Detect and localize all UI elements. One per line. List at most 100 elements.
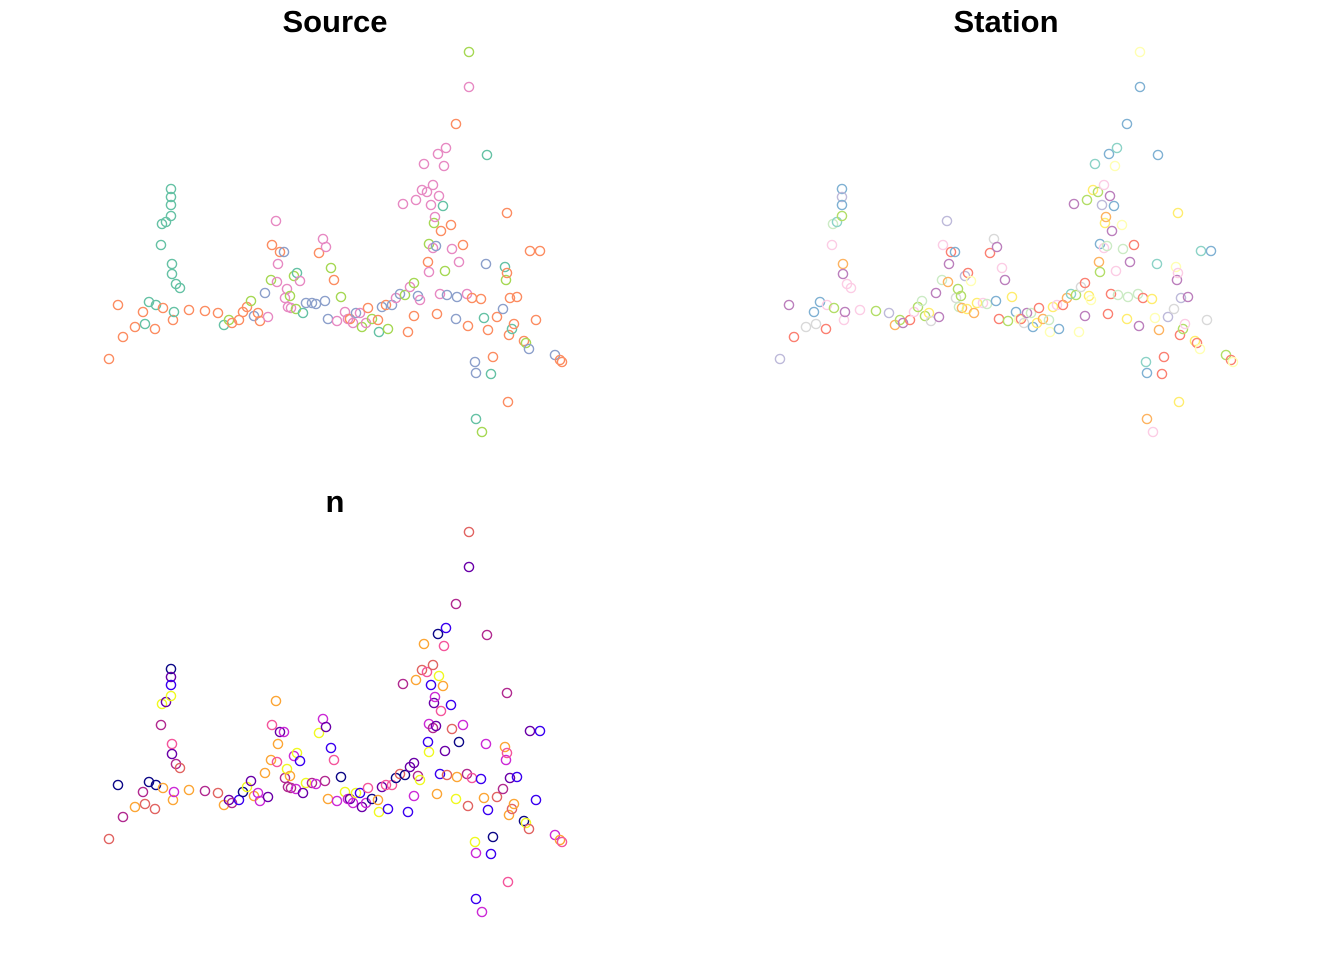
point-source [408,310,420,322]
point-station [836,199,848,211]
point-n [418,638,430,650]
point-n [297,787,309,799]
point-source [523,343,535,355]
point-station [1134,81,1146,93]
point-n [487,831,499,843]
point-station [1106,225,1118,237]
point-n [112,779,124,791]
point-station [1227,356,1239,368]
point-n [506,803,518,815]
point-source [437,200,449,212]
point-source [281,283,293,295]
point-n [322,793,334,805]
point-n [470,847,482,859]
point-station [1177,323,1189,335]
point-station [1158,351,1170,363]
point-station [1109,160,1121,172]
point-n [408,790,420,802]
panel-title-n: n [325,484,345,519]
point-n [431,788,443,800]
point-n [491,791,503,803]
point-source [462,320,474,332]
point-n [150,779,162,791]
point-n [520,817,532,829]
point-source [325,262,337,274]
point-n [117,811,129,823]
point-station [1156,368,1168,380]
point-n [366,793,378,805]
point-n [435,705,447,717]
point-station [1168,303,1180,315]
point-station [1081,194,1093,206]
point-station [1201,314,1213,326]
point-station [1068,198,1080,210]
point-n [485,848,497,860]
point-station [1121,313,1133,325]
point-n [434,768,446,780]
point-n [524,725,536,737]
point-source [554,354,566,366]
point-station [1110,265,1122,277]
point-station [1182,291,1194,303]
point-station [991,241,1003,253]
point-n [502,876,514,888]
point-n [278,726,290,738]
point-source [320,241,332,253]
point-station [1162,311,1174,323]
point-n [394,768,406,780]
point-n [410,674,422,686]
point-station [981,298,993,310]
point-n [511,771,523,783]
point-n [430,720,442,732]
point-station [894,314,906,326]
point-station [1195,245,1207,257]
point-n [331,795,343,807]
point-station [854,304,866,316]
point-source [335,291,347,303]
point-station [788,331,800,343]
point-source [165,191,177,203]
point-n [518,815,530,827]
point-station [1220,349,1232,361]
point-source [430,240,442,252]
point-station [1087,184,1099,196]
point-source [556,356,568,368]
point-station [1152,149,1164,161]
point-source [450,118,462,130]
point-n [416,664,428,676]
point-station [1065,288,1077,300]
point-station [1189,335,1201,347]
point-source [339,306,351,318]
point-station [828,302,840,314]
point-station [971,297,983,309]
point-n [284,770,296,782]
point-n [440,622,452,634]
point-source [402,326,414,338]
point-station [984,247,996,259]
point-source [480,258,492,270]
point-station [930,287,942,299]
point-n [372,794,384,806]
point-source [427,242,439,254]
point-source [143,296,155,308]
point-n [310,778,322,790]
point-station [1170,261,1182,273]
point-n [475,773,487,785]
point-station [1037,313,1049,325]
point-station [955,290,967,302]
panel-source [103,46,568,438]
point-source [199,305,211,317]
point-n [428,697,440,709]
point-n [457,719,469,731]
point-source [150,299,162,311]
point-station [1151,258,1163,270]
point-n [245,775,257,787]
point-source [475,293,487,305]
point-source [331,315,343,327]
point-source [423,266,435,278]
point-station [1112,289,1124,301]
point-station [1173,396,1185,408]
point-station [1010,306,1022,318]
point-n [165,690,177,702]
point-n [339,786,351,798]
